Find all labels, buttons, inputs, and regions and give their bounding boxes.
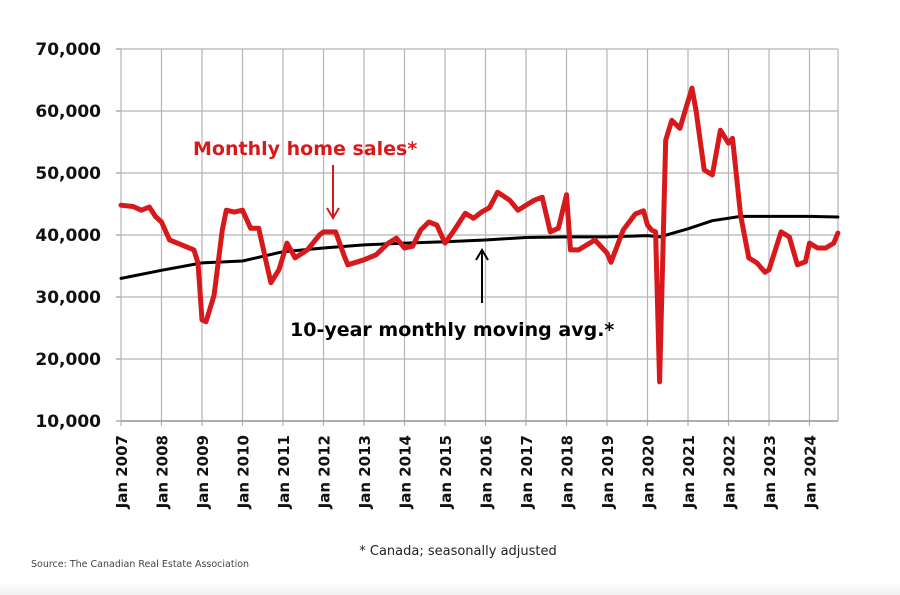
x-tick-label: Jan 2011	[275, 435, 293, 509]
x-tick-label: Jan 2008	[154, 435, 172, 509]
x-tick-label: Jan 2019	[599, 435, 617, 509]
x-tick-label: Jan 2022	[721, 435, 739, 509]
average-arrow-icon	[475, 248, 489, 303]
x-tick-label: Jan 2023	[761, 435, 779, 509]
footer-strip	[0, 582, 900, 595]
x-tick-label: Jan 2015	[437, 435, 455, 509]
x-tick-label: Jan 2007	[113, 435, 131, 509]
x-tick-label: Jan 2012	[316, 435, 334, 509]
y-tick-label: 20,000	[35, 350, 101, 370]
x-tick-label: Jan 2014	[397, 435, 415, 509]
y-tick-label: 50,000	[35, 164, 101, 184]
footnote: * Canada; seasonally adjusted	[359, 544, 557, 559]
average-annotation: 10-year monthly moving avg.*	[290, 319, 614, 341]
x-tick-label: Jan 2024	[802, 435, 820, 509]
y-tick-label: 10,000	[35, 412, 101, 432]
x-tick-label: Jan 2021	[680, 435, 698, 509]
sales-annotation: Monthly home sales*	[193, 138, 417, 160]
x-tick-label: Jan 2017	[518, 435, 536, 509]
y-tick-label: 30,000	[35, 288, 101, 308]
x-axis: Jan 2007 Jan 2008 Jan 2009 Jan 2010 Jan 2011…	[113, 435, 820, 509]
sales-arrow-icon	[326, 165, 340, 220]
y-axis: 10,000 20,000 30,000 40,000 50,000 60,000 70,0…	[35, 40, 101, 432]
grid	[116, 48, 839, 426]
y-tick-label: 70,000	[35, 40, 101, 60]
source-note: Source: The Canadian Real Estate Associa…	[31, 559, 249, 570]
x-tick-label: Jan 2010	[235, 435, 253, 509]
x-tick-label: Jan 2013	[356, 435, 374, 509]
x-tick-label: Jan 2020	[640, 435, 658, 509]
series-layer	[118, 85, 841, 385]
x-tick-label: Jan 2016	[478, 435, 496, 509]
y-tick-label: 60,000	[35, 102, 101, 122]
x-tick-label: Jan 2018	[559, 435, 577, 509]
x-tick-label: Jan 2009	[194, 435, 212, 509]
y-tick-label: 40,000	[35, 226, 101, 246]
moving-average-line	[119, 214, 840, 280]
